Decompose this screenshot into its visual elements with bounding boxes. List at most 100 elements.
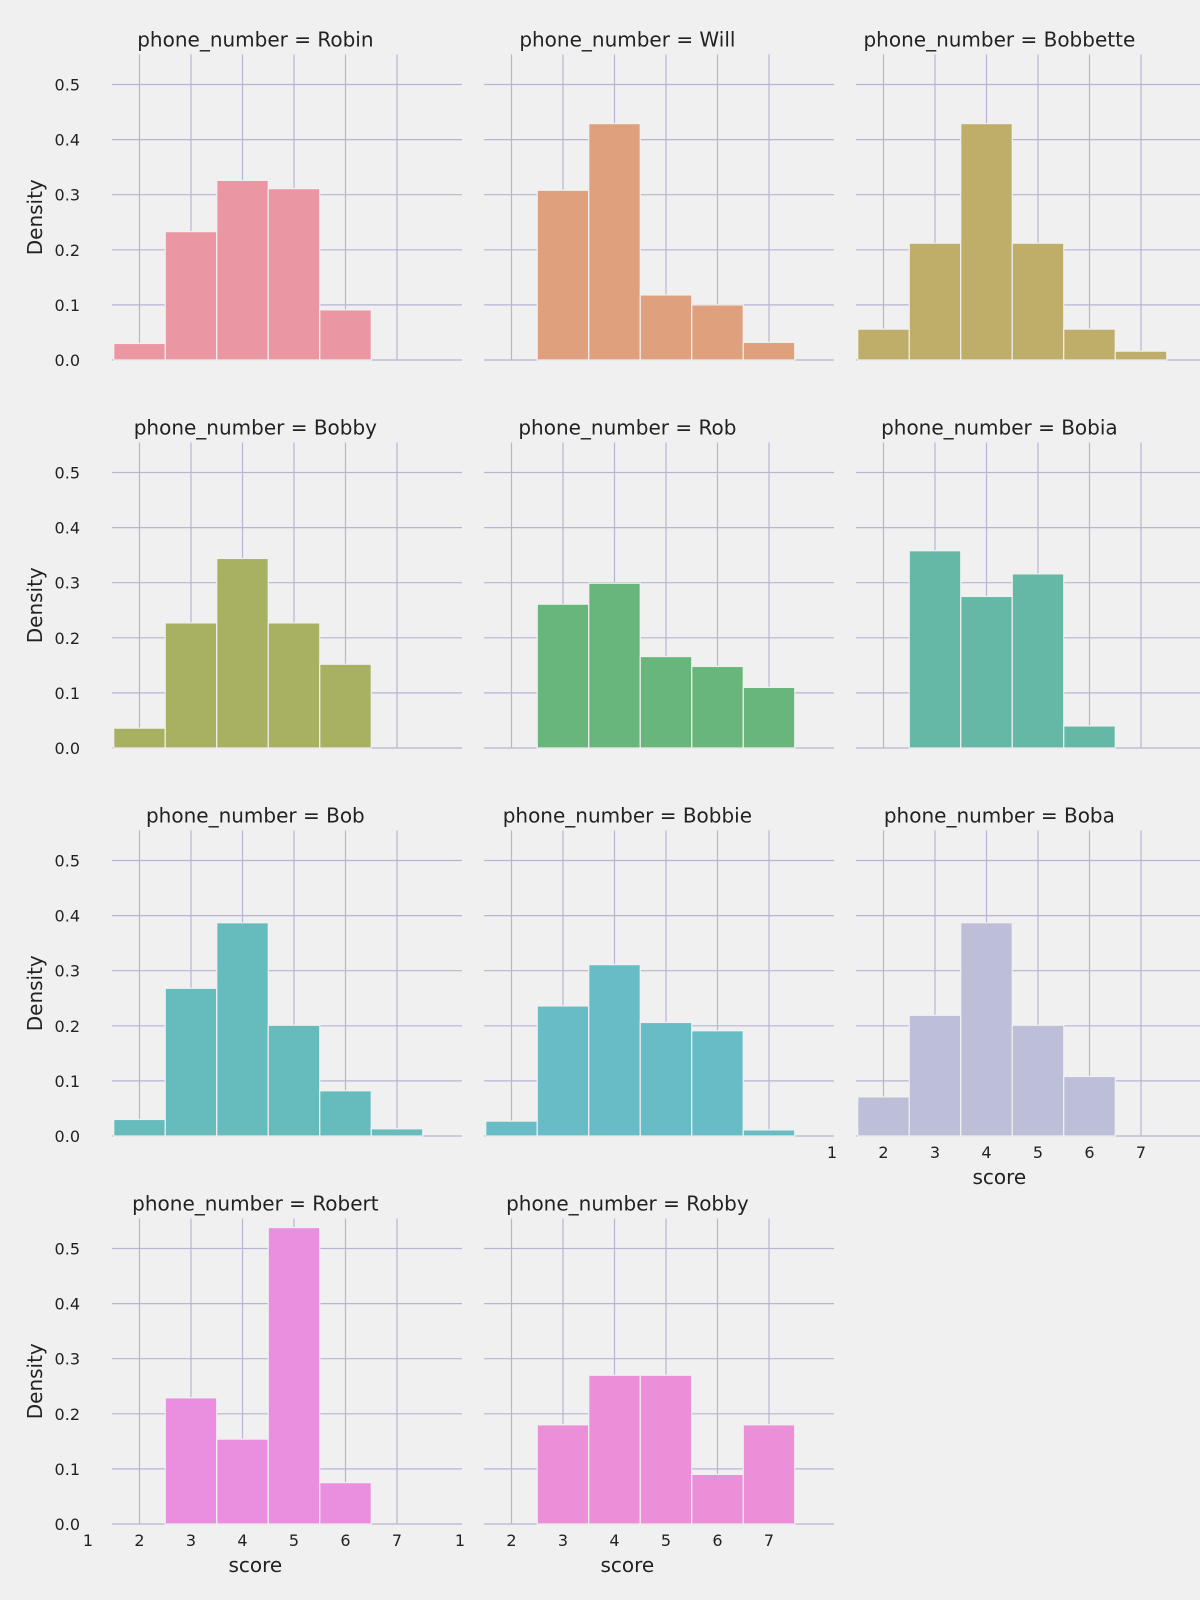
- y-tick-label: 0.0: [55, 1127, 80, 1146]
- x-tick-label: 2: [134, 1531, 144, 1550]
- x-tick-label: 5: [289, 1531, 299, 1550]
- x-tick-label: 4: [237, 1531, 247, 1550]
- histogram-bar: [742, 686, 796, 749]
- histogram-bar: [267, 1226, 321, 1525]
- histogram-bar: [267, 622, 321, 749]
- histogram-bar: [1063, 1075, 1116, 1137]
- histogram-bar: [639, 1021, 693, 1137]
- histogram-bar: [536, 189, 590, 361]
- facet-panel-robby: phone_number = Robby 1 2 3 4 5 6 7 score: [455, 1192, 834, 1577]
- facet-panel-will: phone_number = Will: [484, 28, 834, 361]
- x-tick-label: 4: [609, 1531, 619, 1550]
- x-tick-label: 3: [930, 1143, 940, 1162]
- histogram-bar: [960, 922, 1013, 1137]
- histogram-bar: [536, 1005, 590, 1137]
- facet-panel-robin: phone_number = Robin 0.0 0.1 0.2 0.3 0.4 0.5 De…: [23, 28, 462, 370]
- histogram-bar: [267, 188, 321, 361]
- histogram-bar: [857, 328, 910, 361]
- x-axis-label: score: [973, 1165, 1027, 1189]
- histogram-bars: [113, 922, 424, 1137]
- histogram-bar: [164, 987, 218, 1137]
- facet-panel-bobby: phone_number = Bobby 0.0 0.1 0.2 0.3 0.4 0.5 De…: [23, 416, 462, 758]
- histogram-bars: [113, 179, 372, 361]
- y-tick-label: 0.0: [55, 1515, 80, 1534]
- histogram-bar: [1063, 725, 1116, 749]
- histogram-bar: [742, 1129, 796, 1137]
- y-axis-label: Density: [23, 179, 47, 255]
- facet-panel-robert: phone_number = Robert 0.0 0.1 0.2 0.3 0.4 0.5 D…: [23, 1192, 462, 1577]
- histogram-bar: [639, 294, 693, 361]
- histogram-bar: [164, 622, 218, 749]
- y-tick-label: 0.1: [55, 1460, 80, 1479]
- facet-title: phone_number = Bob: [146, 804, 365, 828]
- histogram-bars: [113, 557, 372, 749]
- y-tick-label: 0.1: [55, 1072, 80, 1091]
- histogram-bar: [485, 1120, 538, 1137]
- y-tick-label: 0.5: [55, 76, 80, 95]
- y-tick-label: 0.4: [55, 131, 80, 150]
- y-tick-label: 0.4: [55, 519, 80, 538]
- x-tick-label: 1: [455, 1531, 465, 1550]
- y-axis-label: Density: [23, 1343, 47, 1419]
- x-tick-label: 6: [1084, 1143, 1094, 1162]
- facet-title: phone_number = Bobia: [881, 416, 1118, 440]
- y-tick-label: 0.4: [55, 907, 80, 926]
- facet-title: phone_number = Robin: [137, 28, 373, 52]
- facet-title: phone_number = Robby: [506, 1192, 749, 1216]
- histogram-bar: [1011, 242, 1065, 361]
- x-tick-label: 5: [1033, 1143, 1043, 1162]
- histogram-bar: [1063, 328, 1116, 361]
- x-tick-label: 7: [392, 1531, 402, 1550]
- histogram-bars: [536, 582, 796, 749]
- facet-panel-bobbette: phone_number = Bobbette: [856, 28, 1200, 361]
- x-tick-label: 6: [712, 1531, 722, 1550]
- x-axis-label: score: [229, 1553, 283, 1577]
- facet-title: phone_number = Bobbette: [863, 28, 1135, 52]
- histogram-bar: [908, 242, 962, 361]
- y-tick-label: 0.1: [55, 296, 80, 315]
- y-tick-label: 0.2: [55, 1405, 80, 1424]
- x-tick-label: 3: [558, 1531, 568, 1550]
- histogram-bars: [536, 1374, 796, 1525]
- x-tick-label: 1: [827, 1143, 837, 1162]
- histogram-bar: [691, 304, 744, 361]
- histogram-bar: [588, 123, 641, 361]
- histogram-bars: [485, 964, 796, 1137]
- histogram-bar: [319, 1482, 372, 1525]
- facet-title: phone_number = Robert: [132, 1192, 379, 1216]
- histogram-bar: [113, 1118, 166, 1137]
- histogram-bar: [536, 603, 590, 749]
- y-tick-label: 0.5: [55, 852, 80, 871]
- facet-panel-bobia: phone_number = Bobia: [856, 416, 1200, 749]
- y-tick-label: 0.3: [55, 574, 80, 593]
- x-tick-label: 1: [83, 1531, 93, 1550]
- histogram-bar: [588, 582, 641, 749]
- y-tick-label: 0.2: [55, 1017, 80, 1036]
- histogram-bar: [857, 1096, 910, 1137]
- x-tick-label: 3: [186, 1531, 196, 1550]
- histogram-bar: [216, 557, 269, 749]
- histogram-bar: [319, 1090, 372, 1137]
- x-tick-label: 6: [340, 1531, 350, 1550]
- y-tick-label: 0.1: [55, 684, 80, 703]
- y-tick-label: 0.3: [55, 186, 80, 205]
- histogram-bar: [216, 179, 269, 361]
- histogram-bar: [691, 1030, 744, 1137]
- facet-panel-bob: phone_number = Bob 0.0 0.1 0.2 0.3 0.4 0.5 Dens…: [23, 804, 462, 1146]
- histogram-bar: [960, 123, 1013, 361]
- y-axis-label: Density: [23, 955, 47, 1031]
- facet-panels: phone_number = Robin 0.0 0.1 0.2 0.3 0.4 0.5 De…: [23, 28, 1200, 1577]
- x-axis-label: score: [601, 1553, 655, 1577]
- x-tick-label: 2: [506, 1531, 516, 1550]
- histogram-bar: [164, 1397, 218, 1525]
- histogram-bar: [113, 342, 166, 361]
- y-axis-label: Density: [23, 567, 47, 643]
- y-tick-label: 0.3: [55, 1350, 80, 1369]
- histogram-bar: [908, 550, 962, 749]
- facet-panel-bobbie: phone_number = Bobbie: [484, 804, 834, 1137]
- histogram-bar: [742, 341, 796, 361]
- facet-panel-rob: phone_number = Rob: [484, 416, 834, 749]
- histogram-bar: [588, 1374, 641, 1525]
- histogram-bar: [1011, 1024, 1065, 1137]
- histogram-bar: [691, 1473, 744, 1525]
